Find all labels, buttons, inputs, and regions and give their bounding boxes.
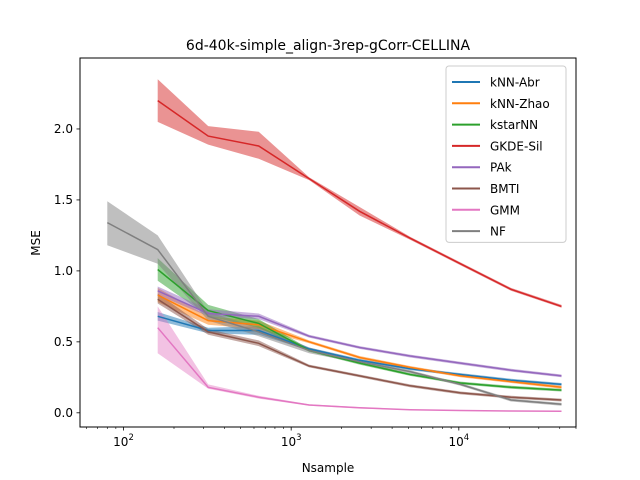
- chart-title: 6d-40k-simple_align-3rep-gCorr-CELLINA: [186, 38, 471, 54]
- y-tick-label: 1.5: [54, 193, 73, 207]
- legend-box: [445, 65, 567, 243]
- x-axis-label: Nsample: [302, 461, 355, 475]
- plot-frame: [79, 57, 577, 428]
- line-gkde-sil: [157, 99, 562, 308]
- line-bmti: [157, 298, 562, 401]
- y-tick-label: 1.0: [54, 264, 73, 278]
- line-knn-abr: [157, 315, 562, 386]
- series-lines: [106, 99, 562, 412]
- x-tick-label: 102: [113, 433, 134, 449]
- legend-label: PAk: [490, 161, 512, 175]
- line-nf: [106, 221, 562, 406]
- x-axis-ticks: 102 103 104: [86, 427, 577, 449]
- y-axis-ticks: 0.0 0.5 1.0 1.5 2.0: [54, 122, 80, 420]
- y-tick-label: 0.5: [54, 335, 73, 349]
- legend-label: GMM: [490, 203, 520, 217]
- line-pak: [157, 290, 562, 377]
- legend-label: BMTI: [490, 182, 519, 196]
- legend-label: NF: [490, 225, 506, 239]
- x-tick-label: 104: [448, 433, 469, 449]
- legend-label: kstarNN: [490, 118, 538, 132]
- y-tick-label: 2.0: [54, 122, 73, 136]
- legend: kNN-Abr kNN-Zhao kstarNN GKDE-Sil PAk BMTI GMM…: [445, 65, 567, 243]
- y-tick-label: 0.0: [54, 406, 73, 420]
- line-gmm: [157, 327, 562, 412]
- legend-label: kNN-Zhao: [490, 97, 550, 111]
- band-gkde-sil: [157, 79, 562, 308]
- x-tick-label: 103: [281, 433, 302, 449]
- legend-label: GKDE-Sil: [490, 139, 543, 153]
- y-axis-label: MSE: [29, 230, 43, 256]
- legend-label: kNN-Abr: [490, 76, 540, 90]
- band-knn-zhao: [157, 287, 562, 389]
